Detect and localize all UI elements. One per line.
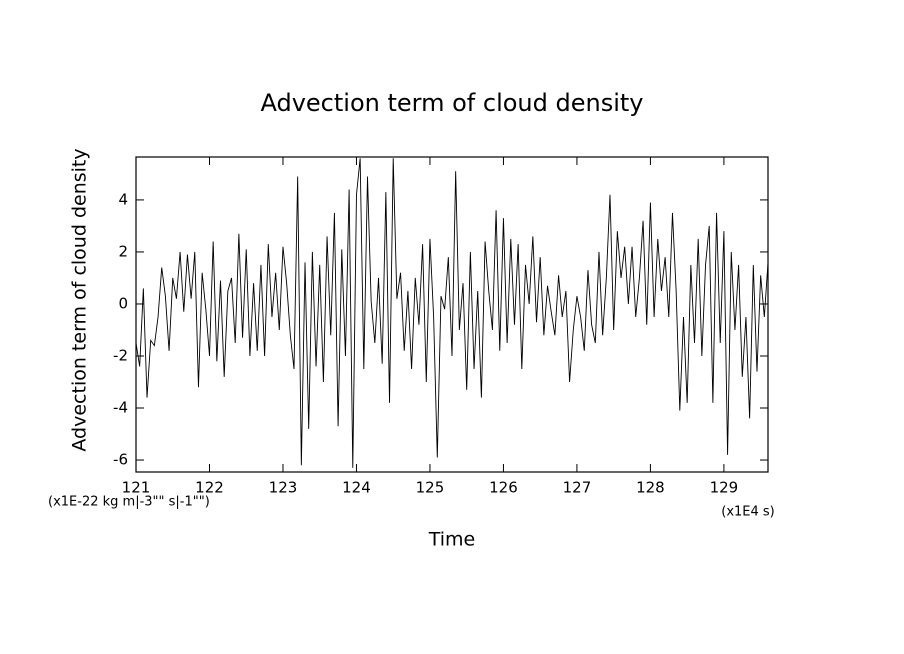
y-tick-label: -4 <box>113 399 128 417</box>
x-tick-label: 121 <box>122 479 151 497</box>
x-axis-unit: (x1E4 s) <box>721 505 775 520</box>
y-tick-label: -6 <box>113 451 128 469</box>
x-tick-label: 124 <box>342 479 371 497</box>
y-axis-label: Advection term of cloud density <box>69 148 91 451</box>
x-tick-label: 122 <box>195 479 224 497</box>
x-tick-label: 125 <box>416 479 445 497</box>
y-tick-label: 2 <box>118 242 128 260</box>
x-tick-label: 128 <box>636 479 665 497</box>
y-axis-unit: (x1E-22 kg m|-3"" s|-1"") <box>48 495 210 510</box>
plot-frame <box>135 156 769 473</box>
x-tick-label: 127 <box>563 479 592 497</box>
x-tick-label: 129 <box>710 479 739 497</box>
y-tick-label: -2 <box>113 346 128 364</box>
x-tick-label: 126 <box>489 479 518 497</box>
y-tick-label: 4 <box>118 190 128 208</box>
y-tick-label: 0 <box>118 294 128 312</box>
x-axis-label: Time <box>428 529 476 551</box>
chart-title: Advection term of cloud density <box>260 89 643 117</box>
data-line <box>135 158 769 468</box>
x-tick-label: 123 <box>269 479 298 497</box>
